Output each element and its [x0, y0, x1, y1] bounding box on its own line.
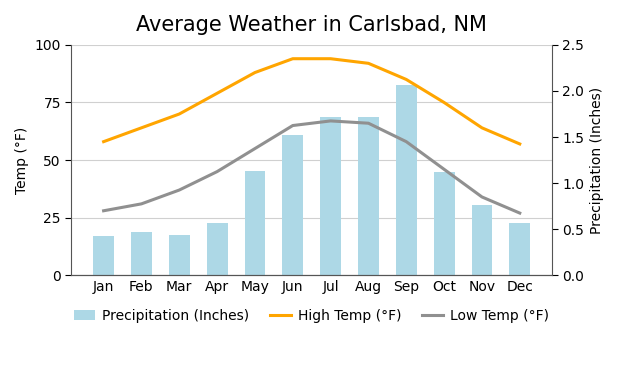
- Y-axis label: Precipitation (Inches): Precipitation (Inches): [590, 87, 604, 234]
- Legend: Precipitation (Inches), High Temp (°F), Low Temp (°F): Precipitation (Inches), High Temp (°F), …: [69, 303, 555, 328]
- Bar: [320, 117, 341, 275]
- Low Temp (°F): [478, 195, 486, 199]
- Bar: [396, 85, 417, 275]
- Bar: [93, 236, 114, 275]
- Bar: [358, 117, 379, 275]
- Bar: [434, 172, 454, 275]
- High Temp (°F): [402, 77, 410, 82]
- Title: Average Weather in Carlsbad, NM: Average Weather in Carlsbad, NM: [136, 15, 487, 35]
- Y-axis label: Temp (°F): Temp (°F): [15, 126, 29, 194]
- Low Temp (°F): [214, 169, 221, 174]
- Line: High Temp (°F): High Temp (°F): [103, 59, 520, 144]
- Bar: [472, 205, 492, 275]
- Low Temp (°F): [176, 188, 183, 192]
- Low Temp (°F): [327, 119, 334, 123]
- Bar: [509, 223, 530, 275]
- High Temp (°F): [289, 56, 297, 61]
- High Temp (°F): [137, 126, 145, 130]
- Low Temp (°F): [251, 146, 259, 151]
- High Temp (°F): [365, 61, 372, 65]
- Bar: [131, 232, 152, 275]
- High Temp (°F): [478, 126, 486, 130]
- High Temp (°F): [251, 70, 259, 75]
- Bar: [282, 135, 303, 275]
- High Temp (°F): [214, 91, 221, 96]
- Bar: [245, 171, 266, 275]
- High Temp (°F): [176, 112, 183, 116]
- Low Temp (°F): [289, 123, 297, 128]
- Bar: [169, 235, 189, 275]
- Line: Low Temp (°F): Low Temp (°F): [103, 121, 520, 213]
- Low Temp (°F): [516, 211, 524, 215]
- High Temp (°F): [100, 139, 107, 144]
- Low Temp (°F): [100, 208, 107, 213]
- Low Temp (°F): [402, 139, 410, 144]
- Low Temp (°F): [137, 201, 145, 206]
- High Temp (°F): [327, 56, 334, 61]
- Bar: [207, 223, 228, 275]
- High Temp (°F): [516, 142, 524, 146]
- Low Temp (°F): [440, 167, 448, 172]
- High Temp (°F): [440, 100, 448, 105]
- Low Temp (°F): [365, 121, 372, 126]
